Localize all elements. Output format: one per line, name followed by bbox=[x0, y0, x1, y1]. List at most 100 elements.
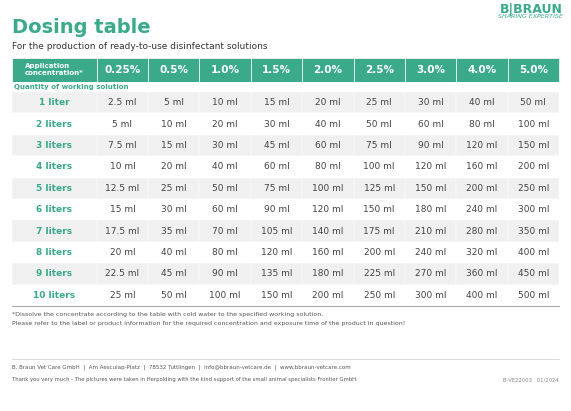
Bar bbox=[508, 220, 559, 242]
Bar bbox=[405, 220, 456, 242]
Text: 60 ml: 60 ml bbox=[315, 141, 341, 150]
Bar bbox=[353, 58, 405, 81]
Bar bbox=[97, 92, 148, 113]
Text: 15 ml: 15 ml bbox=[161, 141, 187, 150]
Bar bbox=[199, 242, 251, 263]
Text: 9 liters: 9 liters bbox=[37, 269, 73, 278]
Text: 200 ml: 200 ml bbox=[364, 248, 395, 257]
Bar bbox=[405, 199, 456, 220]
Text: 100 ml: 100 ml bbox=[517, 120, 549, 129]
Bar bbox=[148, 220, 199, 242]
Bar bbox=[148, 199, 199, 220]
Bar bbox=[12, 220, 97, 242]
Bar bbox=[405, 113, 456, 135]
Bar bbox=[251, 92, 302, 113]
Text: 2.0%: 2.0% bbox=[313, 65, 343, 75]
Text: 60 ml: 60 ml bbox=[264, 162, 289, 171]
Bar bbox=[199, 284, 251, 306]
Text: 90 ml: 90 ml bbox=[212, 269, 238, 278]
Text: 80 ml: 80 ml bbox=[469, 120, 495, 129]
Bar bbox=[302, 58, 353, 81]
Bar bbox=[199, 156, 251, 178]
Bar bbox=[508, 92, 559, 113]
Bar bbox=[302, 263, 353, 284]
Bar bbox=[199, 58, 251, 81]
Text: 45 ml: 45 ml bbox=[264, 141, 289, 150]
Text: 3 liters: 3 liters bbox=[37, 141, 73, 150]
Text: 150 ml: 150 ml bbox=[261, 291, 292, 300]
Bar bbox=[302, 284, 353, 306]
Text: 270 ml: 270 ml bbox=[415, 269, 447, 278]
Text: 90 ml: 90 ml bbox=[418, 141, 444, 150]
Text: 15 ml: 15 ml bbox=[264, 98, 289, 107]
Text: 25 ml: 25 ml bbox=[161, 184, 187, 193]
Text: 240 ml: 240 ml bbox=[415, 248, 446, 257]
Text: 135 ml: 135 ml bbox=[261, 269, 292, 278]
Bar bbox=[12, 284, 97, 306]
Bar bbox=[353, 156, 405, 178]
Bar bbox=[508, 135, 559, 156]
Bar bbox=[456, 135, 508, 156]
Text: 120 ml: 120 ml bbox=[467, 141, 498, 150]
Bar bbox=[302, 156, 353, 178]
Text: 180 ml: 180 ml bbox=[312, 269, 344, 278]
Text: 175 ml: 175 ml bbox=[364, 226, 395, 236]
Text: 22.5 ml: 22.5 ml bbox=[106, 269, 139, 278]
Text: 280 ml: 280 ml bbox=[467, 226, 498, 236]
Text: 15 ml: 15 ml bbox=[110, 205, 135, 214]
Text: 5.0%: 5.0% bbox=[519, 65, 548, 75]
Text: 320 ml: 320 ml bbox=[467, 248, 498, 257]
Text: B|BRAUN: B|BRAUN bbox=[500, 3, 563, 16]
Text: 300 ml: 300 ml bbox=[517, 205, 549, 214]
Text: Dosing table: Dosing table bbox=[12, 18, 151, 37]
Bar bbox=[199, 92, 251, 113]
Bar bbox=[405, 58, 456, 81]
Text: 1.0%: 1.0% bbox=[211, 65, 240, 75]
Text: 105 ml: 105 ml bbox=[261, 226, 292, 236]
Text: 6 liters: 6 liters bbox=[37, 205, 73, 214]
Bar bbox=[199, 263, 251, 284]
Text: 10 ml: 10 ml bbox=[212, 98, 238, 107]
Text: B. Braun Vet Care GmbH  |  Am Aesculap-Platz  |  78532 Tuttlingen  |  info@bbrau: B. Braun Vet Care GmbH | Am Aesculap-Pla… bbox=[12, 364, 351, 369]
Bar bbox=[251, 113, 302, 135]
Text: 90 ml: 90 ml bbox=[264, 205, 289, 214]
Text: 450 ml: 450 ml bbox=[518, 269, 549, 278]
Bar bbox=[97, 284, 148, 306]
Bar bbox=[508, 284, 559, 306]
Bar bbox=[353, 263, 405, 284]
Text: 140 ml: 140 ml bbox=[312, 226, 344, 236]
Bar bbox=[12, 242, 97, 263]
Bar bbox=[148, 58, 199, 81]
Text: 250 ml: 250 ml bbox=[364, 291, 395, 300]
Text: 30 ml: 30 ml bbox=[264, 120, 289, 129]
Text: SHARING EXPERTISE: SHARING EXPERTISE bbox=[498, 14, 563, 19]
Bar bbox=[97, 58, 148, 81]
Bar bbox=[405, 92, 456, 113]
Text: 75 ml: 75 ml bbox=[367, 141, 392, 150]
Text: 70 ml: 70 ml bbox=[212, 226, 238, 236]
Text: For the production of ready-to-use disinfectant solutions: For the production of ready-to-use disin… bbox=[12, 42, 267, 51]
Text: 25 ml: 25 ml bbox=[110, 291, 135, 300]
Bar bbox=[97, 113, 148, 135]
Bar bbox=[148, 178, 199, 199]
Bar bbox=[353, 199, 405, 220]
Bar bbox=[12, 178, 97, 199]
Bar bbox=[456, 58, 508, 81]
Bar bbox=[12, 199, 97, 220]
Bar bbox=[456, 242, 508, 263]
Text: 120 ml: 120 ml bbox=[312, 205, 344, 214]
Bar bbox=[508, 58, 559, 81]
Text: 4 liters: 4 liters bbox=[37, 162, 73, 171]
Text: B-VE22003   01/2024: B-VE22003 01/2024 bbox=[503, 377, 559, 382]
Text: 10 liters: 10 liters bbox=[33, 291, 75, 300]
Bar bbox=[251, 263, 302, 284]
Text: 100 ml: 100 ml bbox=[210, 291, 241, 300]
Text: 100 ml: 100 ml bbox=[364, 162, 395, 171]
Bar bbox=[148, 242, 199, 263]
Bar bbox=[456, 220, 508, 242]
Bar bbox=[148, 92, 199, 113]
Text: 50 ml: 50 ml bbox=[367, 120, 392, 129]
Bar bbox=[353, 135, 405, 156]
Bar bbox=[251, 284, 302, 306]
Bar bbox=[302, 220, 353, 242]
